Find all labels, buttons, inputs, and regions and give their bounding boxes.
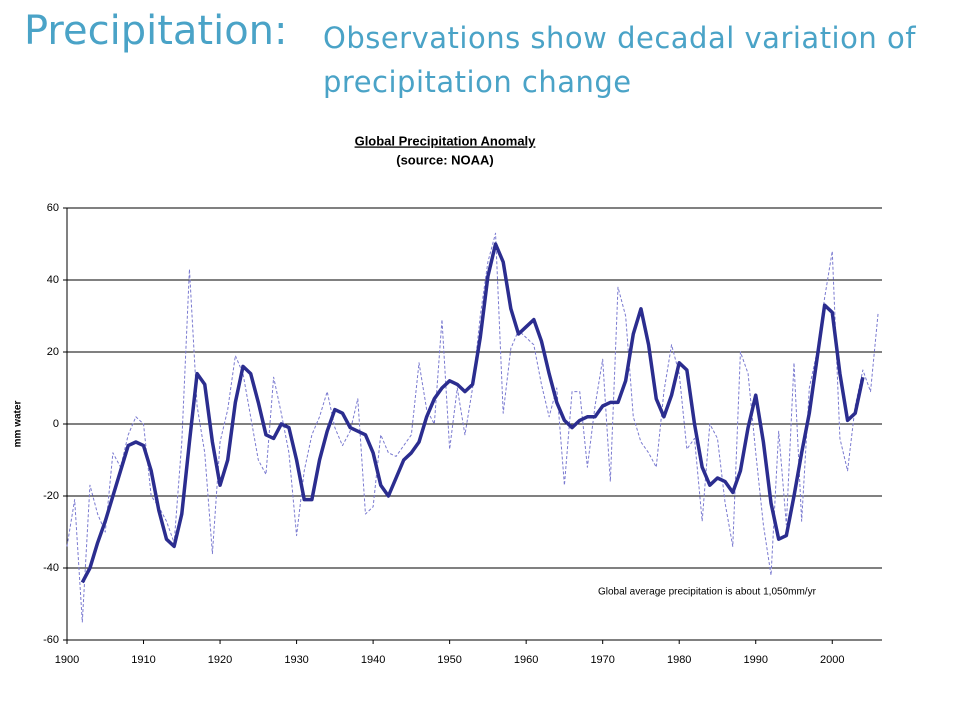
x-tick-label: 1980 [667,654,691,666]
x-tick-label: 1990 [743,654,767,666]
heading: Precipitation: [24,8,288,54]
series-line [66,232,879,623]
x-tick-label: 1950 [437,654,461,666]
y-tick-label: -20 [43,490,59,502]
x-tick-label: 1940 [361,654,385,666]
x-tick-label: 1920 [208,654,232,666]
x-tick-label: 1960 [514,654,538,666]
y-tick-label: 0 [53,418,59,430]
subheading: Observations show decadal variation of p… [323,21,916,99]
y-axis-label: mm water [13,401,24,448]
y-tick-label: 60 [47,202,59,214]
chart-title: Global Precipitation Anomaly [355,133,537,148]
x-tick-label: 1900 [55,654,79,666]
x-tick-label: 1930 [284,654,308,666]
y-tick-label: -40 [43,562,59,574]
series-line [80,242,865,584]
x-tick-label: 1970 [590,654,614,666]
y-tick-label: -60 [43,634,59,646]
y-tick-label: 20 [47,346,59,358]
x-tick-label: 2000 [820,654,844,666]
annotation: Global average precipitation is about 1,… [598,587,817,598]
chart-subtitle: (source: NOAA) [396,152,494,167]
x-tick-label: 1910 [131,654,155,666]
y-tick-label: 40 [47,274,59,286]
